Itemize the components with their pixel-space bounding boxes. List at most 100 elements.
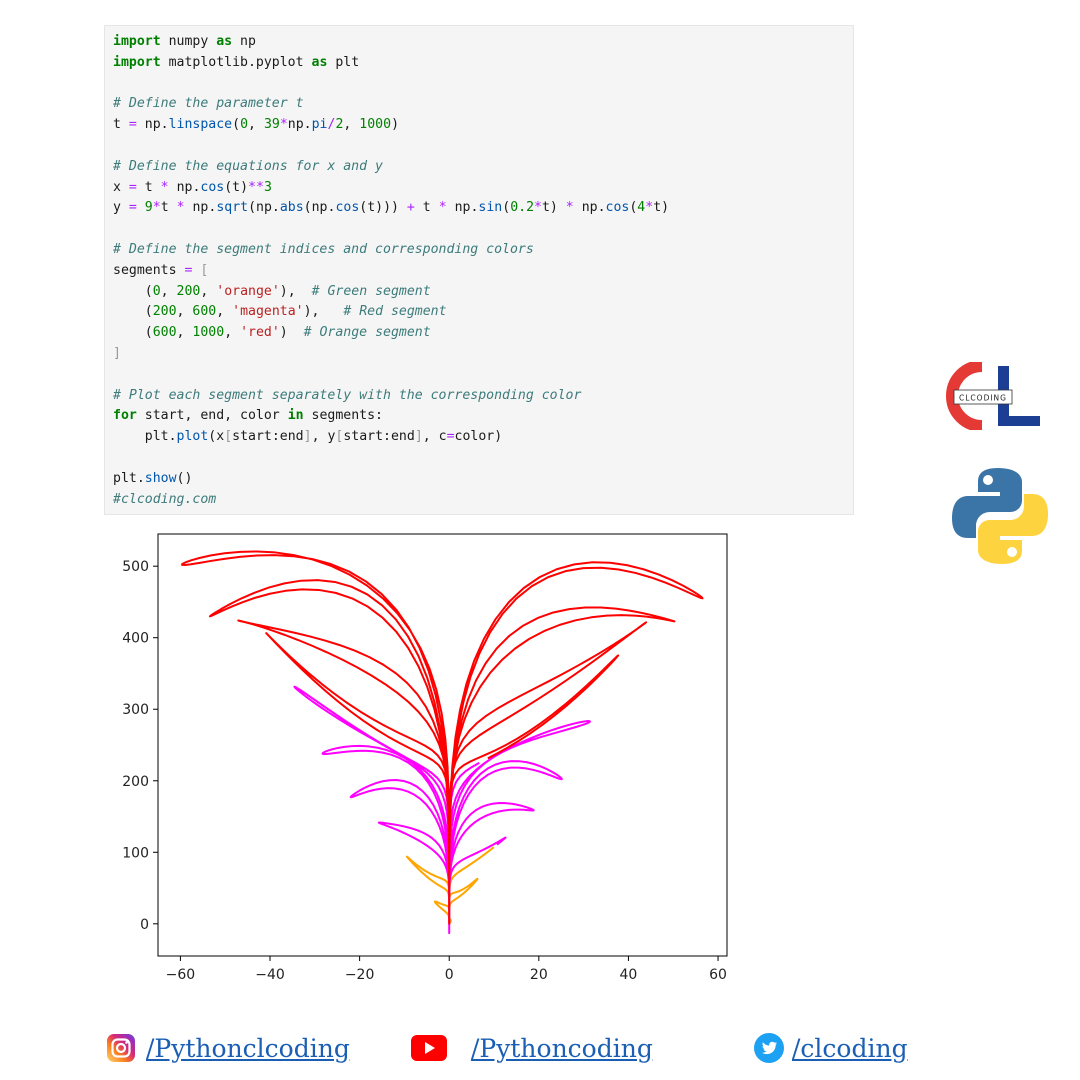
code-token: x bbox=[113, 179, 129, 195]
twitter-handle[interactable]: /clcoding bbox=[792, 1033, 908, 1063]
code-token: 3 bbox=[263, 179, 272, 195]
code-token: 'red' bbox=[240, 325, 280, 341]
code-line: segments = [ bbox=[113, 261, 669, 282]
code-token: * bbox=[645, 200, 654, 216]
code-token: plt. bbox=[113, 470, 145, 486]
code-token: t bbox=[136, 179, 161, 195]
plot-curves bbox=[181, 550, 704, 935]
plot-ticks: −60 −40 −20 0 20 40 60 0 100 200 300 400 500 bbox=[122, 559, 727, 983]
code-token: , bbox=[248, 117, 264, 133]
code-token: segments bbox=[113, 262, 185, 278]
clcoding-logo: CLCODING bbox=[944, 360, 1044, 432]
code-token: 200 bbox=[176, 283, 201, 299]
code-token: t bbox=[414, 200, 439, 216]
code-token: 1000 bbox=[192, 325, 225, 341]
code-token: * bbox=[438, 200, 447, 216]
code-line: plt.show() bbox=[113, 469, 669, 490]
code-token: ** bbox=[248, 179, 264, 195]
code-token: = bbox=[128, 179, 137, 195]
code-token: (t))) bbox=[359, 200, 407, 216]
code-line: (600, 1000, 'red') # Orange segment bbox=[113, 323, 669, 344]
code-line: x = t * np.cos(t)**3 bbox=[113, 178, 669, 199]
code-token: # Plot each segment separately with the … bbox=[113, 387, 582, 403]
code-token: + bbox=[406, 200, 415, 216]
code-token: * bbox=[565, 200, 574, 216]
code-line: # Define the parameter t bbox=[113, 94, 669, 115]
code-token: () bbox=[176, 470, 193, 486]
code-token: * bbox=[160, 179, 169, 195]
code-token: np. bbox=[287, 117, 312, 133]
y-tick-label: 200 bbox=[122, 774, 149, 790]
code-token: np. bbox=[136, 117, 169, 133]
series-line-2 bbox=[181, 550, 704, 925]
instagram-link[interactable]: /Pythonclcoding bbox=[107, 1030, 350, 1066]
code-token: as bbox=[311, 54, 328, 70]
y-tick-label: 100 bbox=[122, 845, 149, 861]
code-token: t bbox=[160, 200, 177, 216]
python-logo-icon bbox=[952, 468, 1048, 564]
x-tick-label: 60 bbox=[709, 967, 727, 983]
code-token: = bbox=[128, 117, 137, 133]
code-token: ] bbox=[303, 429, 312, 445]
code-line: import matplotlib.pyplot as plt bbox=[113, 53, 669, 74]
youtube-handle[interactable]: /Pythoncoding bbox=[471, 1033, 653, 1063]
code-token: start:end bbox=[232, 429, 304, 445]
clcoding-logo-text: CLCODING bbox=[959, 394, 1007, 403]
code-token: * bbox=[534, 200, 542, 216]
code-token: ( bbox=[113, 283, 153, 299]
x-tick-label: 0 bbox=[445, 967, 454, 983]
code-token: , bbox=[343, 117, 360, 133]
code-line bbox=[113, 219, 669, 240]
code-token: segments: bbox=[303, 408, 383, 424]
code-line: plt.plot(x[start:end], y[start:end], c=c… bbox=[113, 427, 669, 448]
code-token: plot bbox=[176, 429, 209, 445]
code-token: y bbox=[113, 200, 129, 216]
code-token: cos bbox=[200, 179, 225, 195]
code-token: start:end bbox=[343, 429, 415, 445]
code-token: np bbox=[232, 34, 256, 49]
code-token: t) bbox=[653, 200, 670, 216]
code-token: # Orange segment bbox=[303, 325, 431, 341]
code-token: , bbox=[200, 283, 217, 299]
code-token: [ bbox=[200, 262, 209, 278]
code-token: ( bbox=[113, 325, 153, 341]
code-token bbox=[137, 200, 145, 215]
code-token: (np. bbox=[248, 200, 280, 216]
code-token: # Red segment bbox=[343, 304, 447, 320]
code-line bbox=[113, 136, 669, 157]
code-token: plt bbox=[327, 54, 360, 70]
code-token: ) bbox=[391, 117, 400, 133]
y-tick-label: 300 bbox=[122, 702, 149, 718]
code-line: # Define the equations for x and y bbox=[113, 157, 669, 178]
code-line: # Define the segment indices and corresp… bbox=[113, 240, 669, 261]
code-token: # Define the equations for x and y bbox=[113, 158, 383, 174]
youtube-link[interactable]: /Pythoncoding bbox=[411, 1030, 653, 1066]
code-token: 0 bbox=[240, 117, 249, 133]
code-token: 0 bbox=[152, 283, 161, 299]
code-line: y = 9*t * np.sqrt(np.abs(np.cos(t))) + t… bbox=[113, 198, 669, 219]
code-token: * bbox=[152, 200, 161, 216]
x-tick-label: −20 bbox=[345, 967, 375, 983]
code-token: , c bbox=[422, 429, 447, 445]
code-token: ), bbox=[279, 283, 312, 299]
code-token: ), bbox=[303, 304, 344, 320]
x-tick-label: 20 bbox=[530, 967, 548, 983]
code-token: = bbox=[184, 262, 193, 278]
code-token: ( bbox=[113, 304, 153, 320]
code-token: 0.2 bbox=[510, 200, 535, 216]
code-token: (np. bbox=[303, 200, 336, 216]
code-token: plt. bbox=[113, 429, 177, 445]
instagram-handle[interactable]: /Pythonclcoding bbox=[146, 1033, 350, 1063]
code-line: for start, end, color in segments: bbox=[113, 406, 669, 427]
code-token: import bbox=[113, 54, 161, 70]
plot-frame bbox=[157, 533, 728, 957]
code-token: for bbox=[113, 408, 137, 424]
code-token: np. bbox=[446, 200, 479, 216]
code-token: linspace bbox=[168, 117, 233, 133]
code-line: (200, 600, 'magenta'), # Red segment bbox=[113, 302, 669, 323]
code-token: pi bbox=[311, 117, 328, 133]
twitter-link[interactable]: /clcoding bbox=[754, 1030, 908, 1066]
parametric-plot: −60 −40 −20 0 20 40 60 0 100 200 300 400 500 bbox=[122, 533, 728, 983]
youtube-icon bbox=[411, 1035, 447, 1061]
code-token: as bbox=[216, 34, 233, 49]
